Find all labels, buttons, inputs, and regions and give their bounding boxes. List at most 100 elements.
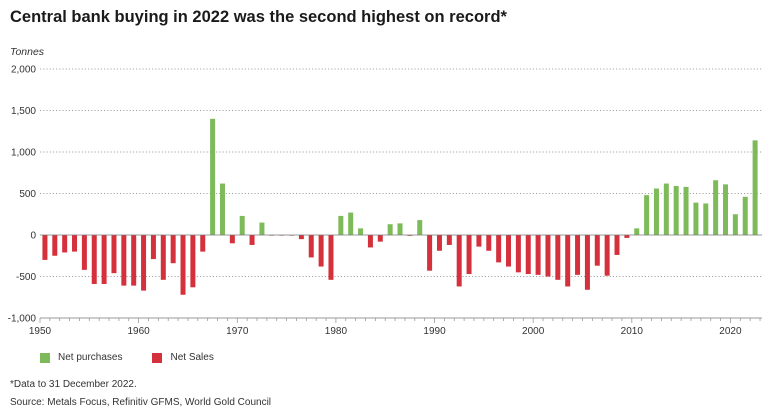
bar-1966 bbox=[200, 235, 206, 252]
bar-1991 bbox=[446, 235, 452, 245]
bar-1955 bbox=[91, 235, 97, 284]
bar-1957 bbox=[111, 235, 117, 274]
bar-1984 bbox=[377, 235, 383, 242]
x-tick-label: 2010 bbox=[621, 326, 644, 337]
bar-1968 bbox=[219, 183, 225, 235]
footnote: *Data to 31 December 2022. bbox=[10, 379, 137, 390]
x-tick-label: 1960 bbox=[128, 326, 151, 337]
legend: Net purchases Net Sales bbox=[40, 352, 214, 363]
bar-1981 bbox=[348, 212, 354, 235]
bar-2017 bbox=[703, 203, 709, 235]
chart-title: Central bank buying in 2022 was the seco… bbox=[10, 8, 507, 26]
bar-1972 bbox=[259, 222, 265, 235]
bar-2018 bbox=[713, 180, 719, 235]
bar-2011 bbox=[644, 195, 650, 235]
bar-1979 bbox=[328, 235, 334, 280]
x-tick-label: 1980 bbox=[325, 326, 348, 337]
bar-1960 bbox=[141, 235, 147, 291]
y-tick-label: -500 bbox=[16, 272, 36, 283]
bar-1995 bbox=[486, 235, 492, 251]
bar-1993 bbox=[466, 235, 472, 275]
x-tick-label: 2020 bbox=[719, 326, 742, 337]
y-tick-label: 2,000 bbox=[11, 65, 36, 76]
bar-1971 bbox=[249, 235, 255, 245]
bar-1953 bbox=[72, 235, 78, 252]
axes: -1,000 -500 0 500 1,000 1,500 2,000 1950 1960 197… bbox=[8, 65, 762, 337]
bar-2005 bbox=[584, 235, 590, 290]
bar-2003 bbox=[565, 235, 571, 287]
bar-1952 bbox=[62, 235, 68, 253]
legend-item-purchases: Net purchases bbox=[40, 352, 122, 363]
bar-1990 bbox=[436, 235, 442, 251]
bar-1954 bbox=[81, 235, 87, 270]
bar-1980 bbox=[338, 215, 344, 235]
y-axis-label: Tonnes bbox=[10, 46, 45, 58]
y-tick-label: 1,500 bbox=[11, 106, 36, 117]
x-tick-label: 1950 bbox=[29, 326, 52, 337]
bar-1988 bbox=[417, 220, 423, 235]
bar-1999 bbox=[525, 235, 531, 275]
x-tick-label: 1990 bbox=[423, 326, 446, 337]
bar-2007 bbox=[604, 235, 610, 276]
bars bbox=[42, 118, 758, 295]
bar-1963 bbox=[170, 235, 176, 264]
source-note: Source: Metals Focus, Refinitiv GFMS, Wo… bbox=[10, 397, 272, 408]
bar-1956 bbox=[101, 235, 107, 284]
bar-2010 bbox=[634, 228, 640, 235]
bar-1992 bbox=[456, 235, 462, 287]
bar-1996 bbox=[496, 235, 502, 263]
bar-1967 bbox=[210, 118, 216, 235]
bar-1970 bbox=[239, 215, 245, 235]
bar-2019 bbox=[723, 184, 729, 235]
bar-1951 bbox=[52, 235, 58, 256]
bar-1978 bbox=[318, 235, 324, 267]
y-tick-label: 500 bbox=[19, 189, 36, 200]
bar-2021 bbox=[742, 196, 748, 235]
bar-1998 bbox=[515, 235, 521, 273]
bar-1982 bbox=[358, 228, 364, 235]
bar-1997 bbox=[506, 235, 512, 267]
bar-chart: -1,000 -500 0 500 1,000 1,500 2,000 1950 1960 197… bbox=[8, 65, 762, 337]
bar-2004 bbox=[575, 235, 581, 275]
bar-2008 bbox=[614, 235, 620, 255]
bar-1964 bbox=[180, 235, 186, 295]
legend-item-sales: Net Sales bbox=[152, 352, 214, 363]
bar-1961 bbox=[150, 235, 156, 260]
y-tick-label: -1,000 bbox=[8, 314, 37, 325]
bar-2009 bbox=[624, 235, 630, 238]
bar-2022 bbox=[752, 140, 758, 235]
bar-1962 bbox=[160, 235, 166, 280]
bar-2001 bbox=[545, 235, 551, 277]
bar-2012 bbox=[653, 188, 659, 235]
bar-2013 bbox=[663, 183, 669, 235]
bar-1977 bbox=[308, 235, 314, 258]
bar-2002 bbox=[555, 235, 561, 280]
legend-swatch-purchases bbox=[40, 352, 50, 363]
bar-1969 bbox=[229, 235, 235, 244]
bar-1965 bbox=[190, 235, 196, 288]
bar-2006 bbox=[594, 235, 600, 266]
y-tick-label: 0 bbox=[30, 231, 36, 242]
bar-1976 bbox=[298, 235, 304, 240]
bar-2014 bbox=[673, 186, 679, 235]
bar-1959 bbox=[131, 235, 137, 286]
gridlines bbox=[40, 68, 762, 319]
legend-label-purchases: Net purchases bbox=[58, 352, 123, 363]
bar-2020 bbox=[732, 214, 738, 235]
bar-1958 bbox=[121, 235, 127, 286]
bar-1986 bbox=[397, 223, 403, 235]
bar-1989 bbox=[427, 235, 433, 271]
bar-2016 bbox=[693, 202, 699, 235]
bar-1950 bbox=[42, 235, 48, 260]
bar-1994 bbox=[476, 235, 482, 247]
legend-swatch-sales bbox=[152, 352, 163, 363]
bar-1985 bbox=[387, 224, 393, 235]
bar-2000 bbox=[535, 235, 541, 275]
y-tick-label: 1,000 bbox=[11, 148, 36, 159]
x-tick-label: 2000 bbox=[522, 326, 545, 337]
x-tick-label: 1970 bbox=[226, 326, 249, 337]
legend-label-sales: Net Sales bbox=[170, 352, 214, 363]
bar-1987 bbox=[407, 235, 413, 236]
bar-1983 bbox=[367, 235, 373, 248]
bar-2015 bbox=[683, 186, 689, 235]
